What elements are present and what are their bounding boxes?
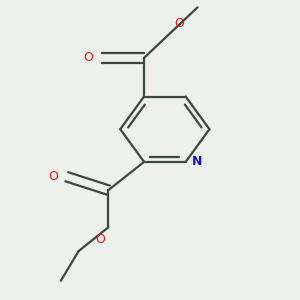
Text: O: O [95, 233, 105, 246]
Text: O: O [48, 170, 58, 183]
Text: N: N [192, 155, 202, 168]
Text: O: O [174, 16, 184, 30]
Text: O: O [84, 51, 94, 64]
